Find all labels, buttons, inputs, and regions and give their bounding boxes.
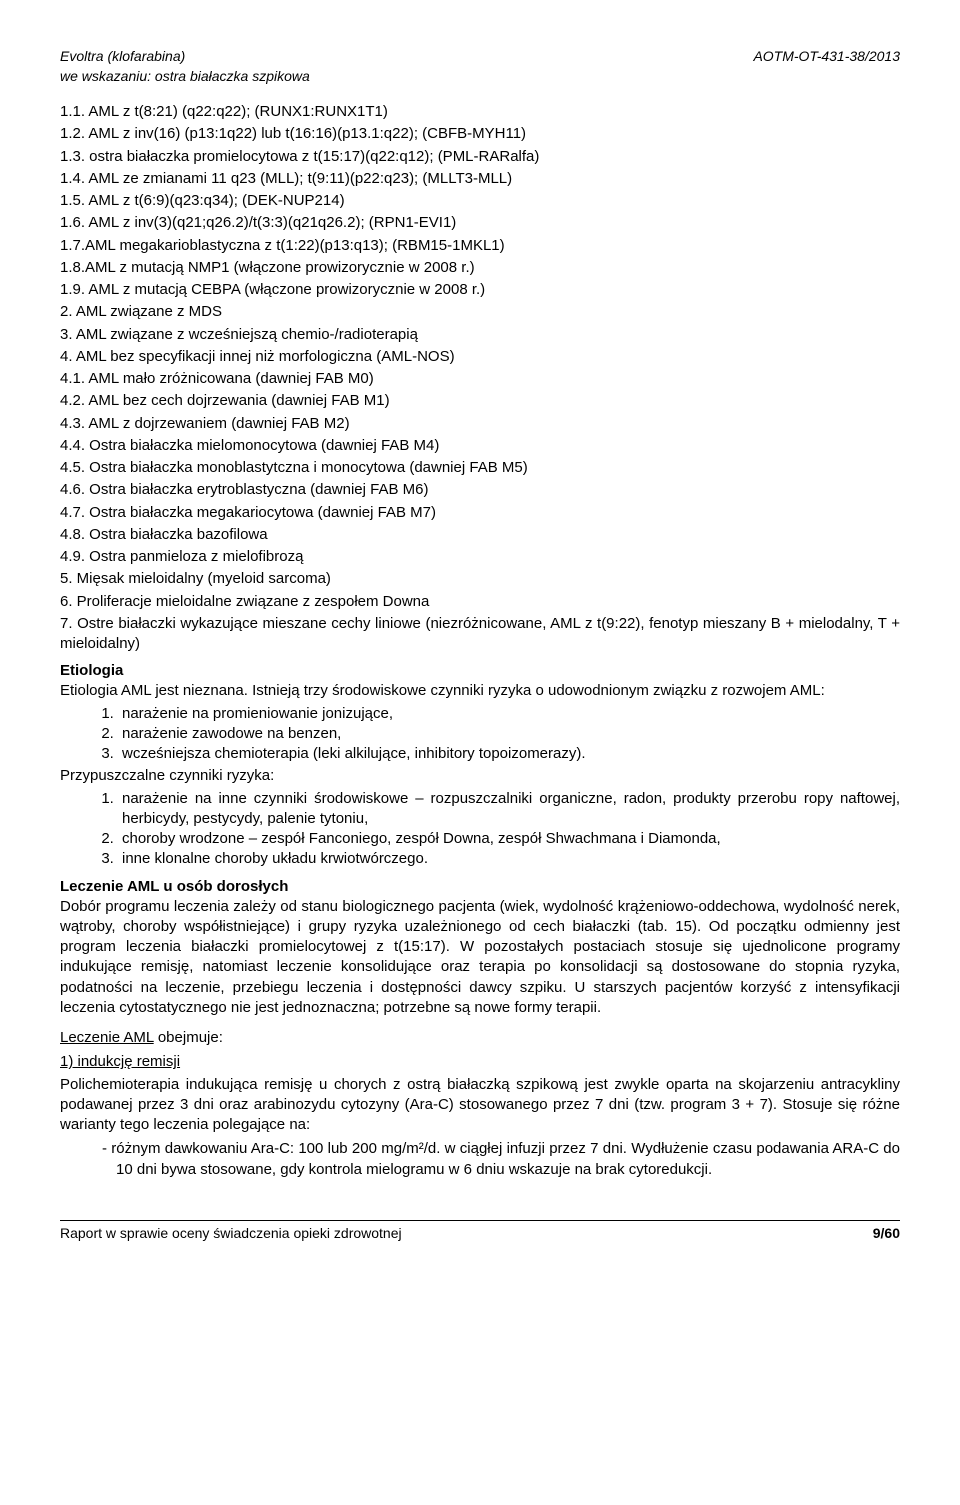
dash-list-item: - różnym dawkowaniu Ara-C: 100 lub 200 m… (116, 1139, 900, 1180)
list-item: 4.5. Ostra białaczka monoblastytczna i m… (60, 458, 900, 478)
list-item: 6. Proliferacje mieloidalne związane z z… (60, 592, 900, 612)
list-item: 1.1. AML z t(8:21) (q22:q22); (RUNX1:RUN… (60, 102, 900, 122)
list-item: 4.6. Ostra białaczka erytroblastyczna (d… (60, 480, 900, 500)
list-item: 1.2. AML z inv(16) (p13:1q22) lub t(16:1… (60, 124, 900, 144)
list-item: narażenie na promieniowanie jonizujące, (118, 704, 900, 724)
poli-para: Polichemioterapia indukująca remisję u c… (60, 1075, 900, 1136)
list-item: 1.9. AML z mutacją CEBPA (włączone prowi… (60, 280, 900, 300)
leczenie-obejmuje: Leczenie AML obejmuje: (60, 1028, 900, 1048)
list-item: 4.3. AML z dojrzewaniem (dawniej FAB M2) (60, 414, 900, 434)
header-subtitle: we wskazaniu: ostra białaczka szpikowa (60, 68, 900, 84)
footer-right: 9/60 (873, 1225, 900, 1241)
list-item: 1.5. AML z t(6:9)(q23:q34); (DEK-NUP214) (60, 191, 900, 211)
list-item: 1.3. ostra białaczka promielocytowa z t(… (60, 147, 900, 167)
list-item: narażenie zawodowe na benzen, (118, 724, 900, 744)
leczenie-para: Dobór programu leczenia zależy od stanu … (60, 897, 900, 1019)
list-item: 1.7.AML megakarioblastyczna z t(1:22)(p1… (60, 236, 900, 256)
list-item: 3. AML związane z wcześniejszą chemio-/r… (60, 325, 900, 345)
list-item: choroby wrodzone – zespół Fanconiego, ze… (118, 829, 900, 849)
list-item: wcześniejsza chemioterapia (leki alkiluj… (118, 744, 900, 764)
document-page: Evoltra (klofarabina) AOTM-OT-431-38/201… (0, 0, 960, 1281)
list-item: 5. Mięsak mieloidalny (myeloid sarcoma) (60, 569, 900, 589)
list-item: 7. Ostre białaczki wykazujące mieszane c… (60, 614, 900, 655)
header-title-left: Evoltra (klofarabina) (60, 48, 185, 64)
etiologia-title: Etiologia (60, 662, 900, 679)
etiologia-intro: Etiologia AML jest nieznana. Istnieją tr… (60, 681, 900, 701)
etiologia-list-1: narażenie na promieniowanie jonizujące, … (96, 704, 900, 765)
page-header: Evoltra (klofarabina) AOTM-OT-431-38/201… (60, 48, 900, 64)
list-item: 4.4. Ostra białaczka mielomonocytowa (da… (60, 436, 900, 456)
etiologia-list-2: narażenie na inne czynniki środowiskowe … (96, 789, 900, 870)
list-item: 4. AML bez specyfikacji innej niż morfol… (60, 347, 900, 367)
list-item: 4.8. Ostra białaczka bazofilowa (60, 525, 900, 545)
list-item: 2. AML związane z MDS (60, 302, 900, 322)
page-footer: Raport w sprawie oceny świadczenia opiek… (60, 1220, 900, 1241)
list-item: 1.6. AML z inv(3)(q21;q26.2)/t(3:3)(q21q… (60, 213, 900, 233)
list-item: inne klonalne choroby układu krwiotwórcz… (118, 849, 900, 869)
leczenie-obejmuje-rest: obejmuje: (154, 1029, 223, 1046)
footer-left: Raport w sprawie oceny świadczenia opiek… (60, 1225, 402, 1241)
list-item: 4.7. Ostra białaczka megakariocytowa (da… (60, 503, 900, 523)
list-item: 4.1. AML mało zróżnicowana (dawniej FAB … (60, 369, 900, 389)
leczenie-title: Leczenie AML u osób dorosłych (60, 878, 900, 895)
list-item: 1.4. AML ze zmianami 11 q23 (MLL); t(9:1… (60, 169, 900, 189)
leczenie-obejmuje-underlined: Leczenie AML (60, 1029, 154, 1046)
list-item: 4.9. Ostra panmieloza z mielofibrozą (60, 547, 900, 567)
header-code-right: AOTM-OT-431-38/2013 (753, 48, 900, 64)
list-item: 4.2. AML bez cech dojrzewania (dawniej F… (60, 391, 900, 411)
dash-text: różnym dawkowaniu Ara-C: 100 lub 200 mg/… (111, 1140, 900, 1177)
list-item: narażenie na inne czynniki środowiskowe … (118, 789, 900, 830)
przypuszczalne-title: Przypuszczalne czynniki ryzyka: (60, 766, 900, 786)
list-item: 1.8.AML z mutacją NMP1 (włączone prowizo… (60, 258, 900, 278)
indukcja-title: 1) indukcję remisji (60, 1052, 900, 1072)
